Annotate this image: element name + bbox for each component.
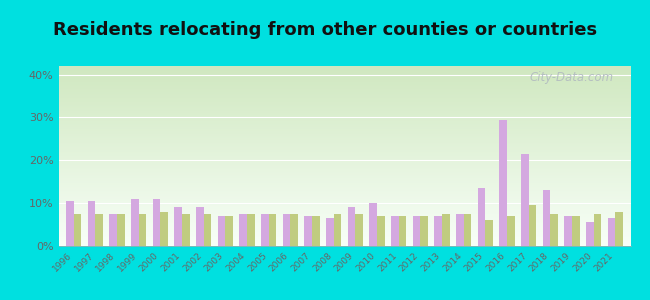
Bar: [304, 216, 312, 246]
Bar: [377, 216, 385, 246]
Bar: [356, 214, 363, 246]
Bar: [283, 214, 291, 246]
Bar: [564, 216, 572, 246]
Bar: [442, 214, 450, 246]
Bar: [456, 214, 463, 246]
Bar: [348, 207, 356, 246]
Bar: [616, 212, 623, 246]
Bar: [413, 216, 421, 246]
Bar: [161, 212, 168, 246]
Bar: [486, 220, 493, 246]
Bar: [434, 216, 442, 246]
Bar: [551, 214, 558, 246]
Bar: [421, 216, 428, 246]
Text: City-Data.com: City-Data.com: [529, 71, 614, 84]
Bar: [218, 216, 226, 246]
Bar: [543, 190, 551, 246]
Bar: [507, 216, 515, 246]
Bar: [593, 214, 601, 246]
Bar: [153, 199, 161, 246]
Bar: [88, 201, 96, 246]
Bar: [203, 214, 211, 246]
Bar: [528, 205, 536, 246]
Bar: [333, 214, 341, 246]
Bar: [268, 214, 276, 246]
Bar: [291, 214, 298, 246]
Text: Residents relocating from other counties or countries: Residents relocating from other counties…: [53, 21, 597, 39]
Bar: [326, 218, 333, 246]
Bar: [572, 216, 580, 246]
Bar: [109, 214, 117, 246]
Bar: [73, 214, 81, 246]
Bar: [96, 214, 103, 246]
Bar: [239, 214, 247, 246]
Bar: [174, 207, 182, 246]
Bar: [66, 201, 73, 246]
Bar: [586, 222, 593, 246]
Bar: [398, 216, 406, 246]
Bar: [521, 154, 528, 246]
Bar: [131, 199, 138, 246]
Bar: [463, 214, 471, 246]
Bar: [499, 120, 507, 246]
Bar: [196, 207, 203, 246]
Bar: [117, 214, 125, 246]
Bar: [226, 216, 233, 246]
Bar: [478, 188, 486, 246]
Bar: [247, 214, 255, 246]
Bar: [138, 214, 146, 246]
Bar: [391, 216, 398, 246]
Bar: [312, 216, 320, 246]
Bar: [261, 214, 268, 246]
Bar: [608, 218, 616, 246]
Bar: [182, 214, 190, 246]
Bar: [369, 203, 377, 246]
